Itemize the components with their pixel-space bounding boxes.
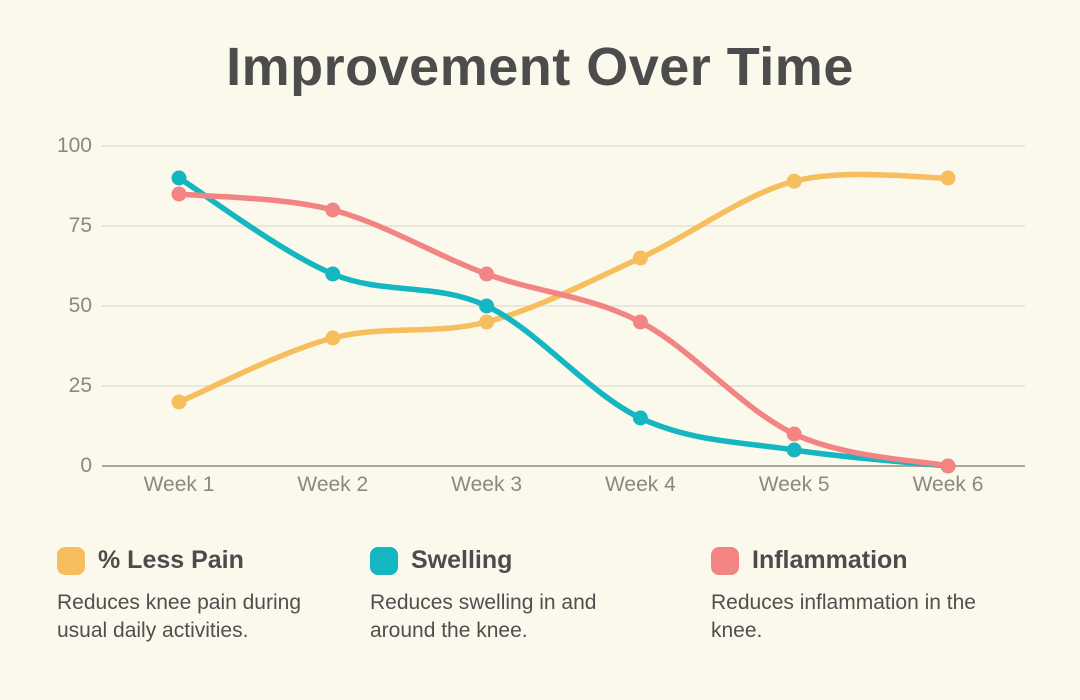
data-point-swelling [786, 442, 802, 458]
data-point-swelling [632, 410, 648, 426]
chart-title: Improvement Over Time [226, 37, 854, 97]
data-point-less-pain [171, 394, 187, 410]
legend-swatch-pain [57, 546, 85, 575]
data-point-inflammation [632, 314, 648, 330]
legend-description-swelling: Reduces swelling in and around the knee. [370, 591, 597, 642]
data-point-swelling [479, 298, 495, 314]
series-line-inflammation [176, 191, 951, 469]
x-axis-label: Week 3 [451, 473, 523, 496]
x-axis-label: Week 6 [912, 473, 984, 496]
legend-description-pain: Reduces knee pain during usual daily act… [57, 591, 302, 642]
data-point-swelling [171, 170, 187, 186]
data-point-swelling [325, 266, 341, 282]
legend-swatch-inflammation [711, 546, 739, 575]
data-point-inflammation [940, 458, 956, 474]
x-axis-labels: Week 1 Week 2 Week 3 Week 4 Week 5 Week 6 [143, 473, 984, 496]
y-tick-label: 50 [68, 294, 92, 317]
y-tick-label: 75 [68, 214, 92, 237]
data-point-inflammation [786, 426, 802, 442]
legend-swatch-swelling [370, 546, 398, 575]
x-axis-label: Week 1 [143, 473, 215, 496]
series-line-swelling [176, 175, 951, 469]
data-point-inflammation [479, 266, 495, 282]
x-axis-label: Week 5 [758, 473, 830, 496]
y-tick-label: 25 [68, 374, 92, 397]
legend-label-inflammation: Inflammation [752, 546, 908, 574]
data-point-less-pain [786, 173, 802, 189]
y-tick-label: 0 [80, 454, 92, 477]
y-tick-label: 100 [56, 134, 92, 157]
legend-item-inflammation: Inflammation Reduces inflammation in the… [711, 546, 1003, 645]
data-point-less-pain [479, 314, 495, 330]
data-point-inflammation [171, 186, 187, 202]
data-point-less-pain [325, 330, 341, 346]
legend-item-swelling: Swelling Reduces swelling in and around … [370, 546, 622, 645]
legend-label-swelling: Swelling [411, 546, 513, 574]
series-line-less-pain [176, 171, 951, 405]
line-chart [102, 145, 1025, 474]
x-axis-label: Week 2 [297, 473, 369, 496]
data-point-less-pain [632, 250, 648, 266]
legend-description-inflammation: Reduces inflammation in the knee. [711, 591, 976, 642]
y-axis-labels: 0 25 50 75 100 [56, 134, 92, 477]
legend-label-pain: % Less Pain [98, 546, 244, 574]
x-axis-label: Week 4 [604, 473, 676, 496]
legend-item-pain: % Less Pain Reduces knee pain during usu… [57, 546, 325, 645]
data-point-less-pain [940, 170, 956, 186]
data-point-inflammation [325, 202, 341, 218]
